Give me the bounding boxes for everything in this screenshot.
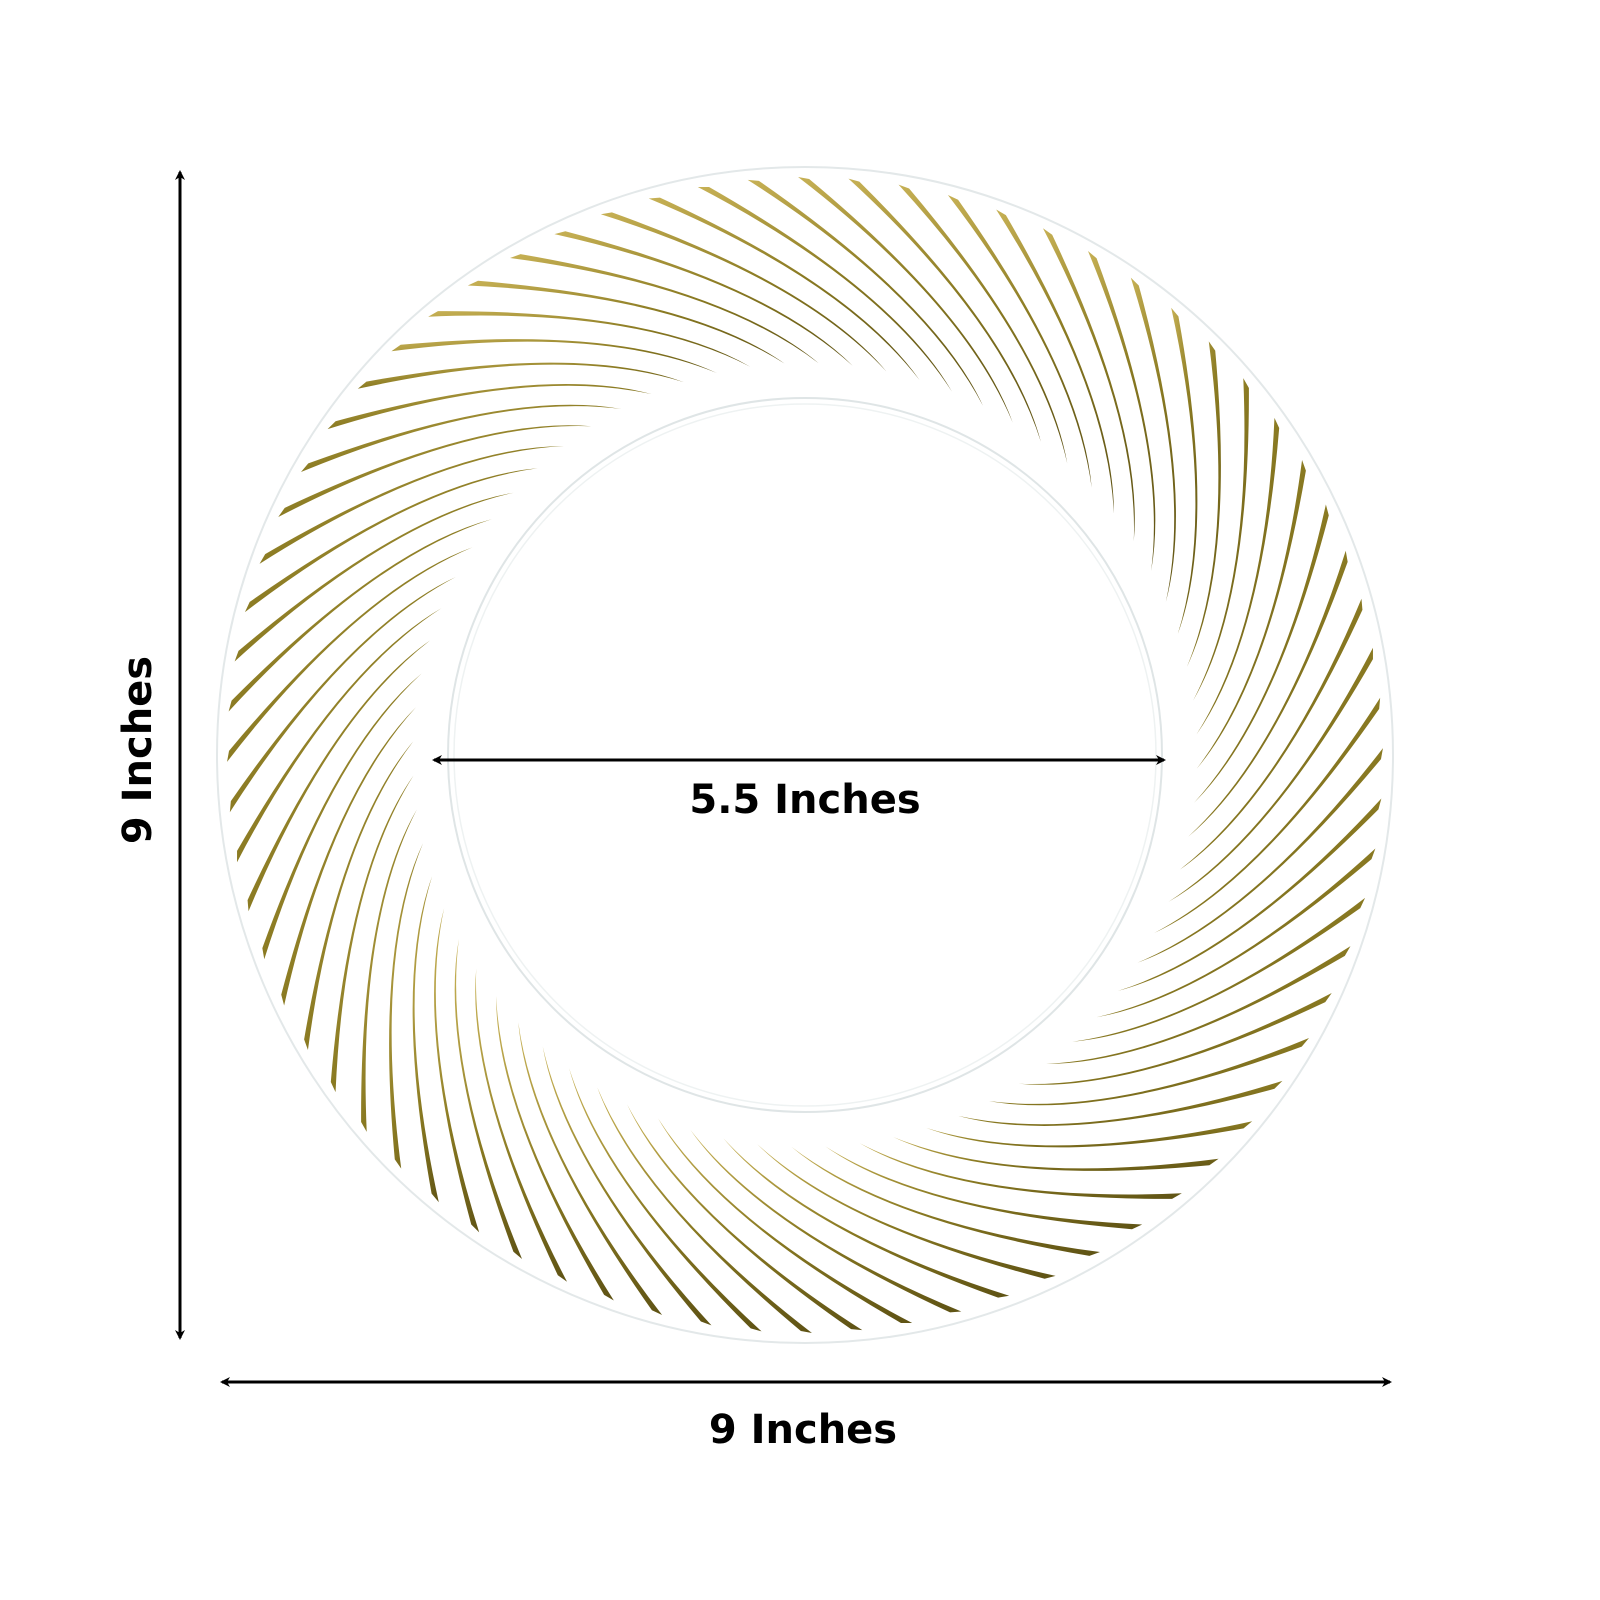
gold-swirl-stroke bbox=[1130, 277, 1176, 602]
gold-swirl-stroke bbox=[327, 384, 652, 430]
gold-swirl-stroke bbox=[989, 1037, 1309, 1106]
gold-swirl-stroke bbox=[412, 876, 439, 1203]
gold-swirl-stroke bbox=[454, 939, 523, 1259]
gold-swirl-stroke bbox=[926, 1121, 1253, 1148]
plate-inner-well bbox=[447, 397, 1163, 1113]
width-label: 9 Inches bbox=[708, 1407, 898, 1453]
gold-swirl-stroke bbox=[958, 1080, 1283, 1126]
height-label: 9 Inches bbox=[115, 655, 161, 845]
gold-swirl-stroke bbox=[301, 404, 621, 473]
gold-swirl-stroke bbox=[357, 362, 684, 389]
gold-swirl-pattern bbox=[227, 177, 1383, 1333]
gold-swirl-stroke bbox=[434, 908, 480, 1233]
gold-swirl-stroke bbox=[1171, 307, 1198, 634]
inner-diameter-label: 5.5 Inches bbox=[689, 777, 921, 823]
gold-swirl-stroke bbox=[1087, 251, 1156, 571]
